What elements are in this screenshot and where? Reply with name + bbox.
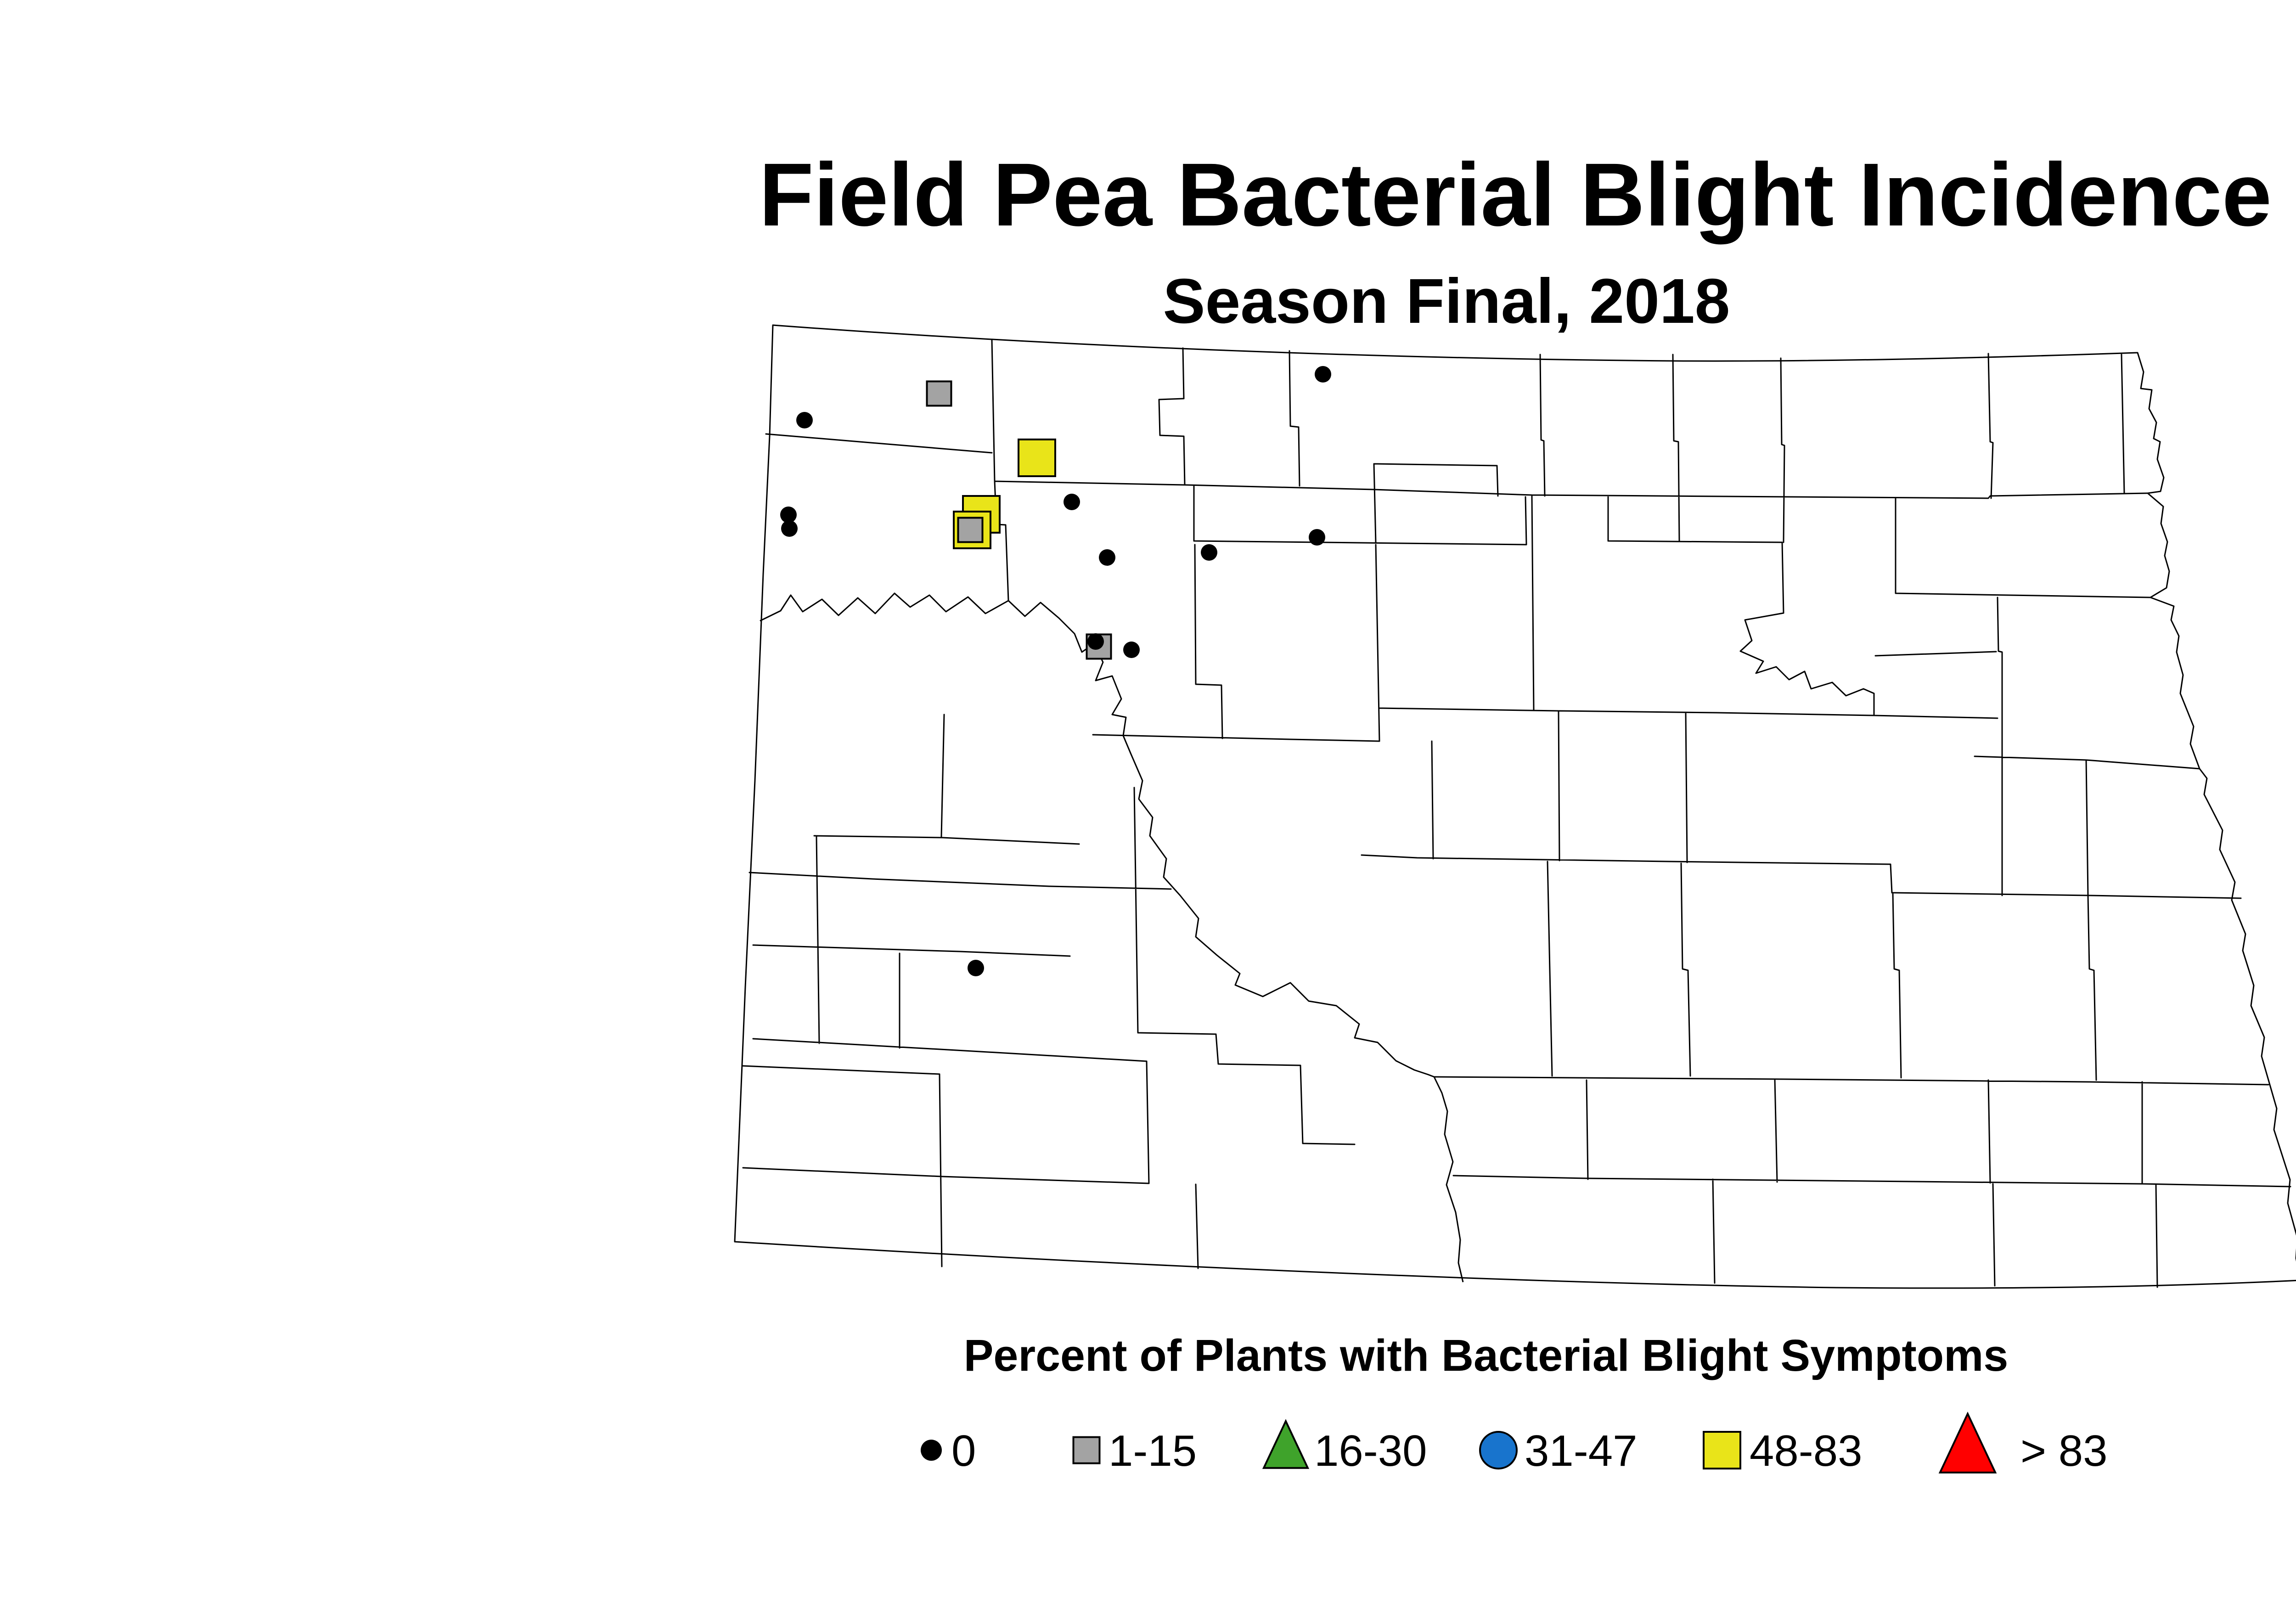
- map-marker-circle-0: [1201, 544, 1217, 561]
- state-outline: [734, 324, 2296, 1289]
- legend-symbol-triangle: [1262, 1419, 1310, 1469]
- map-marker-square-48-83: [1018, 439, 1056, 477]
- legend-symbol-circle: [921, 1440, 942, 1461]
- map-markers: [780, 366, 1331, 976]
- legend-symbol-square: [1703, 1431, 1741, 1469]
- map-marker-circle-0: [1087, 633, 1104, 650]
- map-marker-circle-0: [796, 412, 813, 428]
- chart-subtitle: Season Final, 2018: [1163, 266, 1730, 337]
- legend: 0 1-15 16-30 31-47 48-83 > 83: [921, 1411, 2108, 1475]
- map-marker-circle-0: [780, 507, 797, 523]
- map-marker-circle-0: [1315, 366, 1331, 383]
- legend-label: 0: [951, 1426, 976, 1475]
- map-marker-circle-0: [781, 520, 798, 537]
- legend-symbol-triangle: [1938, 1411, 1997, 1474]
- map-marker-circle-0: [1064, 494, 1080, 510]
- map-marker-square-1-15: [926, 380, 952, 407]
- map-marker-circle-0: [1309, 529, 1325, 546]
- chart-title: Field Pea Bacterial Blight Incidence: [759, 145, 2272, 245]
- map-marker-circle-0: [1123, 642, 1140, 658]
- legend-label: > 83: [2020, 1426, 2108, 1475]
- legend-symbol-square: [1072, 1436, 1101, 1464]
- legend-label: 48-83: [1750, 1426, 1863, 1475]
- legend-label: 1-15: [1109, 1426, 1197, 1475]
- legend-caption: Percent of Plants with Bacterial Blight …: [963, 1330, 2009, 1380]
- legend-symbol-circle: [1479, 1431, 1518, 1469]
- map-marker-circle-0: [1099, 549, 1115, 566]
- map-marker-square-1-15: [957, 517, 984, 543]
- missouri-river-boundary: [760, 592, 1464, 1283]
- legend-label: 31-47: [1525, 1426, 1638, 1475]
- legend-label: 16-30: [1314, 1426, 1427, 1475]
- map-marker-circle-0: [968, 960, 984, 976]
- county-boundaries: [741, 339, 2291, 1288]
